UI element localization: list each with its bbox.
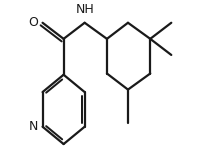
Text: N: N xyxy=(29,120,39,133)
Text: O: O xyxy=(29,16,39,29)
Text: NH: NH xyxy=(75,3,94,16)
